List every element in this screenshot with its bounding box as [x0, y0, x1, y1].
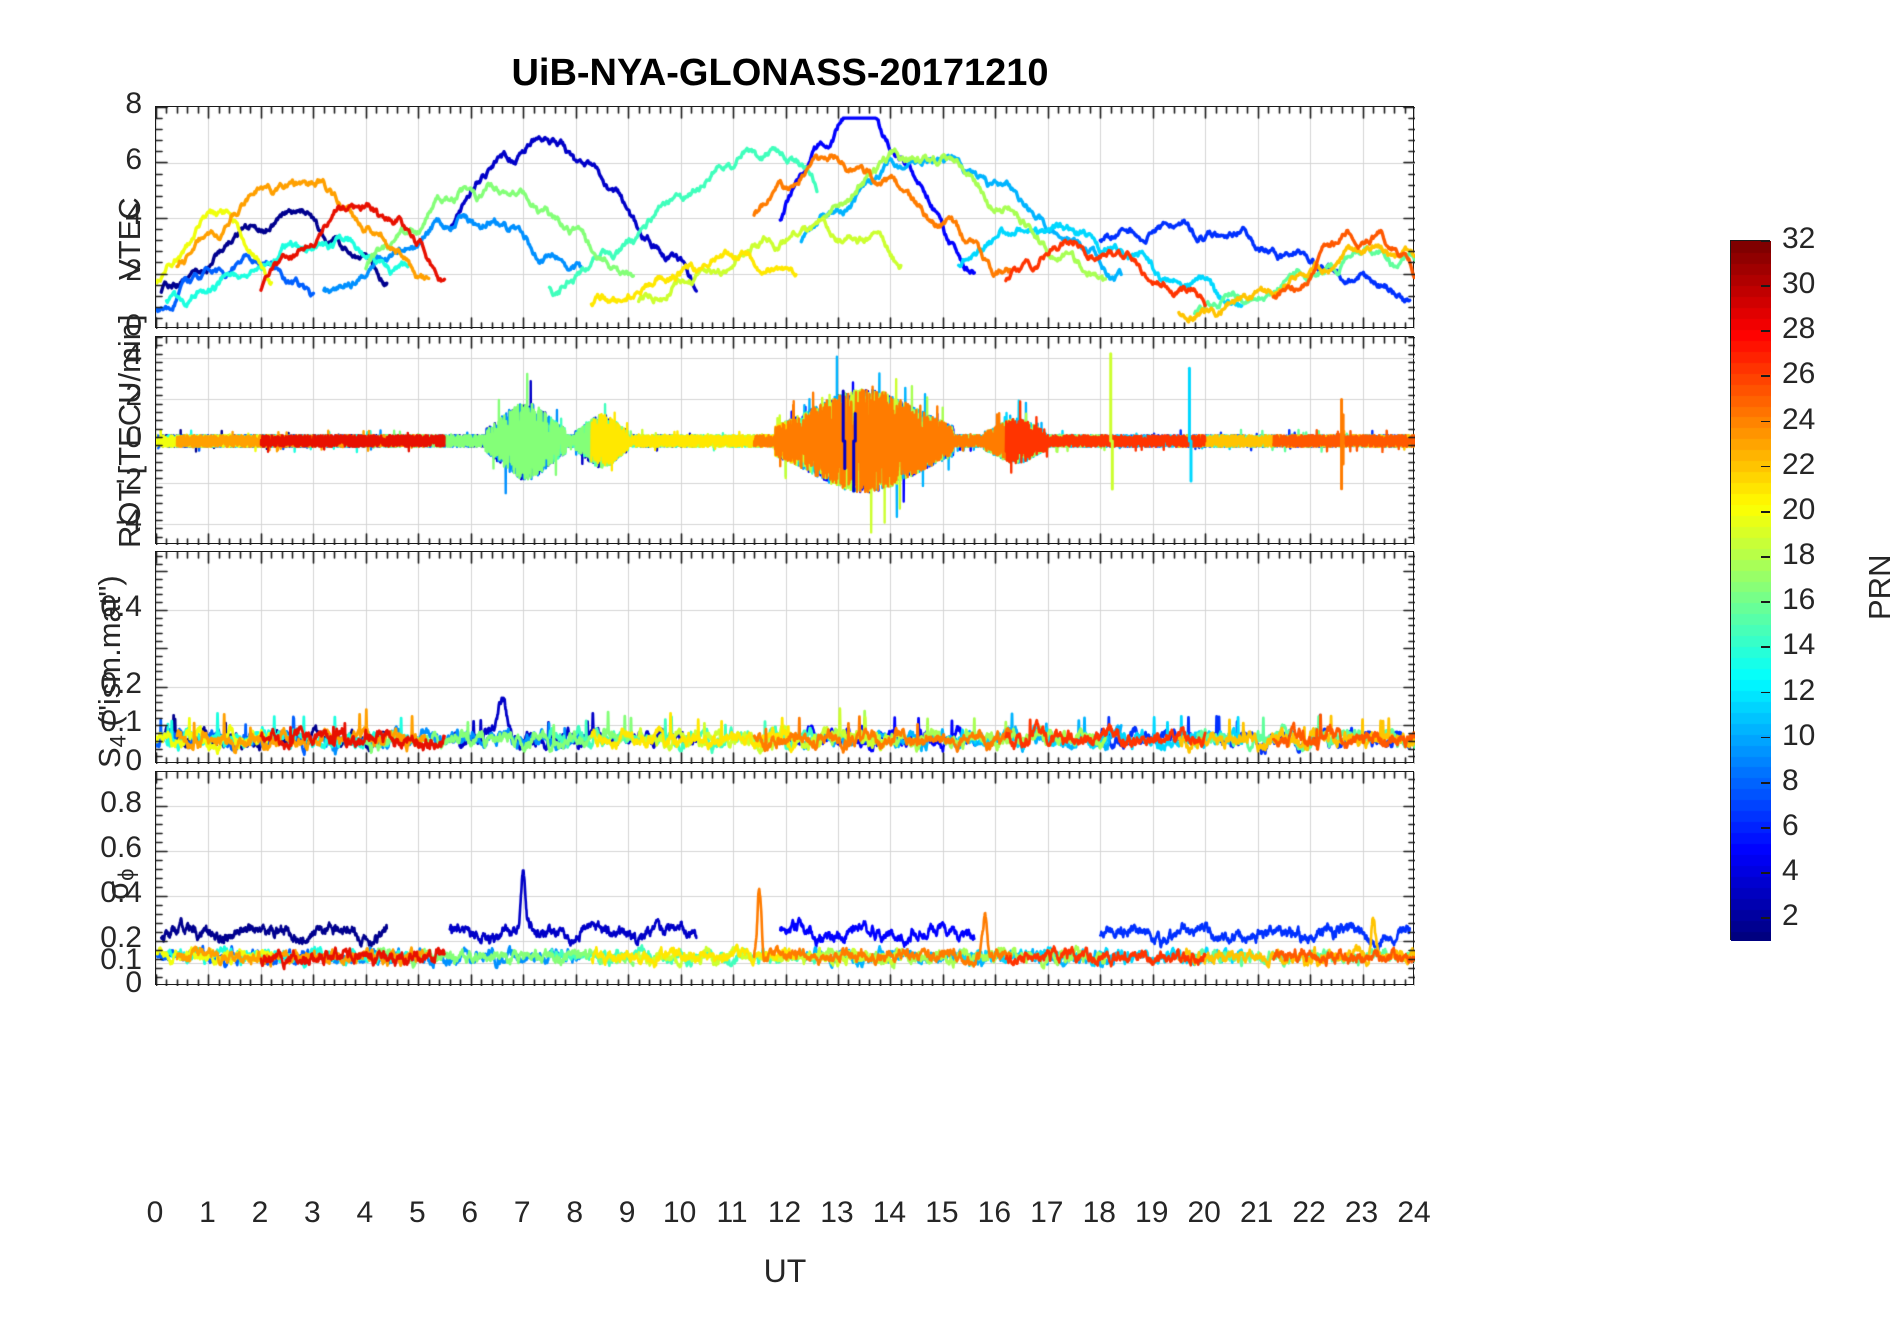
- x-tick-11: 11: [716, 1196, 748, 1229]
- colorbar-tickmark-7: [1761, 601, 1770, 603]
- x-tick-22: 22: [1292, 1196, 1326, 1229]
- colorbar-tickmark-15: [1761, 240, 1770, 242]
- colorbar-tickmark-9: [1761, 510, 1770, 513]
- s4-ytick-0: 0: [125, 744, 142, 777]
- colorbar-tick-label-11: 24: [1782, 402, 1816, 436]
- x-tick-5: 5: [408, 1196, 426, 1229]
- colorbar-tickmark-5: [1761, 691, 1770, 694]
- colorbar-tick-label-4: 10: [1782, 718, 1816, 752]
- panel-vtec: [155, 106, 1415, 329]
- colorbar-tick-label-14: 30: [1782, 267, 1816, 301]
- vtec-ytick-2: 4: [125, 198, 142, 231]
- x-tick-2: 2: [251, 1196, 269, 1229]
- s4-ytick-2: 0.2: [100, 666, 142, 700]
- chart-title: UiB-NYA-GLONASS-20171210: [511, 52, 1049, 94]
- sigma_phi-ytick-2: 0.2: [100, 920, 142, 954]
- x-tick-8: 8: [566, 1196, 583, 1229]
- colorbar-tickmark-4: [1761, 736, 1770, 739]
- colorbar-tickmark-6: [1761, 646, 1770, 649]
- colorbar-tick-label-6: 14: [1782, 628, 1816, 662]
- x-tick-18: 18: [1082, 1196, 1116, 1229]
- colorbar-tickmark-8: [1761, 556, 1770, 558]
- sigma-phi-plot-canvas: [156, 772, 1415, 986]
- colorbar-tick-label-13: 28: [1782, 312, 1816, 346]
- sigma_phi-ytick-4: 0.6: [100, 830, 142, 864]
- panel-rot: [155, 336, 1415, 545]
- x-tick-3: 3: [304, 1196, 321, 1229]
- rot-ytick-4: 4: [125, 337, 142, 371]
- colorbar-tick-label-1: 4: [1782, 854, 1799, 888]
- colorbar-tickmark-14: [1761, 285, 1770, 287]
- vtec-ytick-0: 0: [125, 309, 142, 342]
- colorbar-label: PRN: [1862, 554, 1897, 620]
- colorbar-tick-label-7: 16: [1782, 583, 1816, 617]
- colorbar-tick-label-8: 18: [1782, 538, 1816, 572]
- colorbar-tickmark-1: [1761, 872, 1770, 874]
- s4-ytick-1: 0.1: [100, 705, 142, 739]
- rot-ytick-0: -4: [115, 504, 142, 538]
- x-tick-21: 21: [1239, 1196, 1274, 1229]
- sigma_phi-ytick-1: 0.1: [100, 943, 142, 977]
- x-tick-9: 9: [618, 1196, 636, 1229]
- rot-ytick-3: 2: [125, 379, 142, 413]
- vtec-ytick-1: 2: [125, 253, 142, 287]
- x-tick-17: 17: [1030, 1196, 1064, 1229]
- colorbar-tickmark-0: [1761, 917, 1770, 919]
- s4-plot-canvas: [156, 552, 1415, 764]
- colorbar-tick-label-9: 20: [1782, 492, 1816, 526]
- sigma_phi-ytick-0: 0: [125, 966, 142, 999]
- colorbar-tickmark-13: [1761, 330, 1770, 332]
- x-tick-23: 23: [1344, 1196, 1379, 1229]
- x-tick-19: 19: [1135, 1196, 1169, 1229]
- x-tick-10: 10: [662, 1196, 697, 1229]
- sigma_phi-ytick-3: 0.4: [100, 875, 142, 909]
- x-tick-24: 24: [1397, 1196, 1431, 1229]
- panel-sigma-phi: [155, 771, 1415, 986]
- colorbar-tick-label-3: 8: [1782, 763, 1799, 797]
- vtec-ytick-3: 6: [125, 142, 142, 176]
- colorbar-tickmark-2: [1761, 827, 1770, 829]
- x-tick-20: 20: [1187, 1196, 1221, 1229]
- colorbar-tick-label-12: 26: [1782, 357, 1816, 391]
- rot-ytick-2: 0: [125, 421, 142, 454]
- colorbar-tick-label-2: 6: [1782, 809, 1799, 843]
- s4-ytick-3: 0.4: [100, 589, 142, 623]
- x-tick-12: 12: [767, 1196, 802, 1229]
- panel-s4: [155, 551, 1415, 764]
- x-tick-7: 7: [513, 1196, 531, 1229]
- sigma_phi-ytick-5: 0.8: [100, 785, 142, 819]
- x-tick-1: 1: [199, 1196, 216, 1229]
- colorbar: [1730, 240, 1771, 941]
- colorbar-tickmark-10: [1761, 465, 1770, 468]
- colorbar-tickmark-11: [1761, 420, 1770, 423]
- vtec-plot-canvas: [156, 107, 1415, 329]
- colorbar-tick-label-0: 2: [1782, 899, 1799, 933]
- rot-plot-canvas: [156, 337, 1415, 545]
- colorbar-tick-label-5: 12: [1782, 673, 1816, 707]
- x-tick-14: 14: [872, 1196, 907, 1229]
- x-axis-label: UT: [763, 1253, 807, 1289]
- vtec-ytick-4: 8: [125, 87, 142, 120]
- colorbar-tick-label-10: 22: [1782, 447, 1816, 481]
- colorbar-tick-label-15: 32: [1782, 222, 1816, 255]
- x-tick-13: 13: [820, 1196, 854, 1229]
- x-tick-6: 6: [461, 1196, 479, 1229]
- x-tick-15: 15: [925, 1196, 959, 1229]
- rot-ytick-1: -2: [115, 462, 142, 496]
- x-tick-0: 0: [146, 1196, 164, 1229]
- colorbar-gradient: [1731, 241, 1771, 941]
- x-tick-4: 4: [356, 1196, 374, 1229]
- x-tick-16: 16: [977, 1196, 1012, 1229]
- colorbar-tickmark-3: [1761, 781, 1770, 784]
- colorbar-tickmark-12: [1761, 375, 1770, 378]
